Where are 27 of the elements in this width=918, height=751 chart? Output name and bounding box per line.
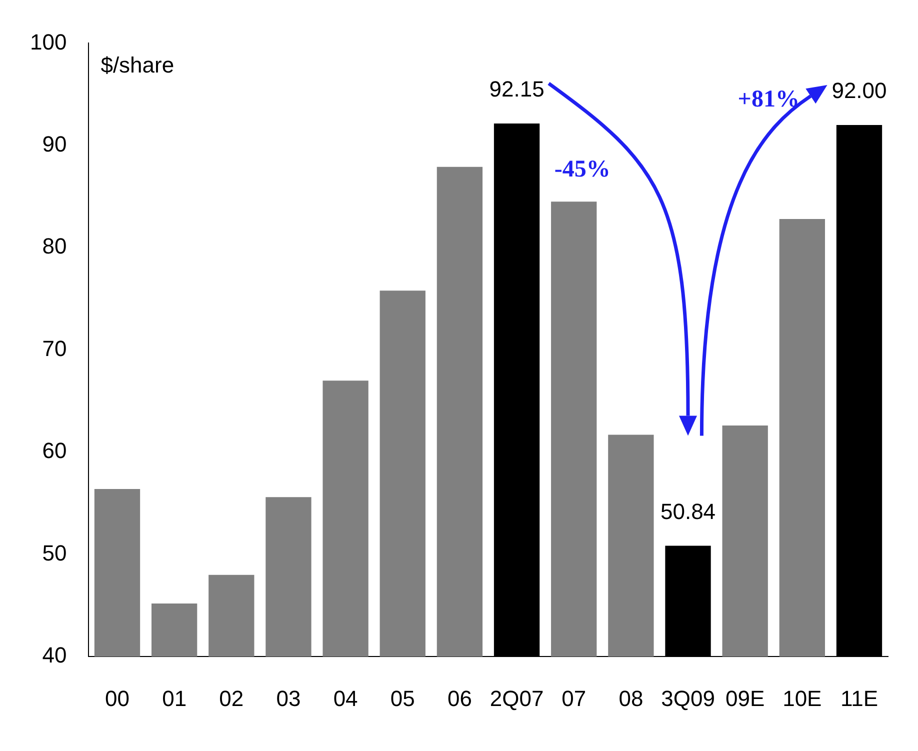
x-tick-label: 08: [618, 686, 644, 711]
y-tick-label: 40: [42, 642, 67, 668]
x-tick-label: 09E: [726, 686, 765, 711]
x-tick-label: 10E: [782, 686, 822, 711]
y-axis-title: $/share: [100, 52, 174, 78]
x-tick-label: 07: [562, 686, 586, 711]
y-tick-label: 70: [42, 336, 67, 361]
x-tick-label: 04: [333, 686, 358, 711]
x-tick-label: 2Q07: [490, 686, 544, 711]
y-tick-label: 90: [42, 131, 67, 156]
annotation: -45%: [554, 156, 610, 184]
data-label: 92.15: [489, 76, 544, 102]
x-tick-label: 3Q09: [661, 686, 715, 711]
annotation: +81%: [738, 86, 800, 114]
x-tick-label: 00: [105, 686, 130, 711]
y-tick-label: 100: [30, 29, 67, 54]
x-tick-label: 05: [390, 686, 415, 711]
data-label: 50.84: [660, 498, 716, 524]
y-tick-label: 50: [42, 540, 67, 566]
x-tick-label: 11E: [840, 686, 878, 711]
x-tick-label: 01: [162, 686, 187, 711]
data-label: 92.00: [832, 78, 887, 104]
x-tick-label: 06: [447, 686, 472, 711]
x-tick-label: 03: [276, 686, 301, 711]
x-tick-label: 02: [219, 686, 244, 711]
y-tick-label: 60: [42, 438, 67, 464]
y-tick-label: 80: [42, 234, 67, 259]
